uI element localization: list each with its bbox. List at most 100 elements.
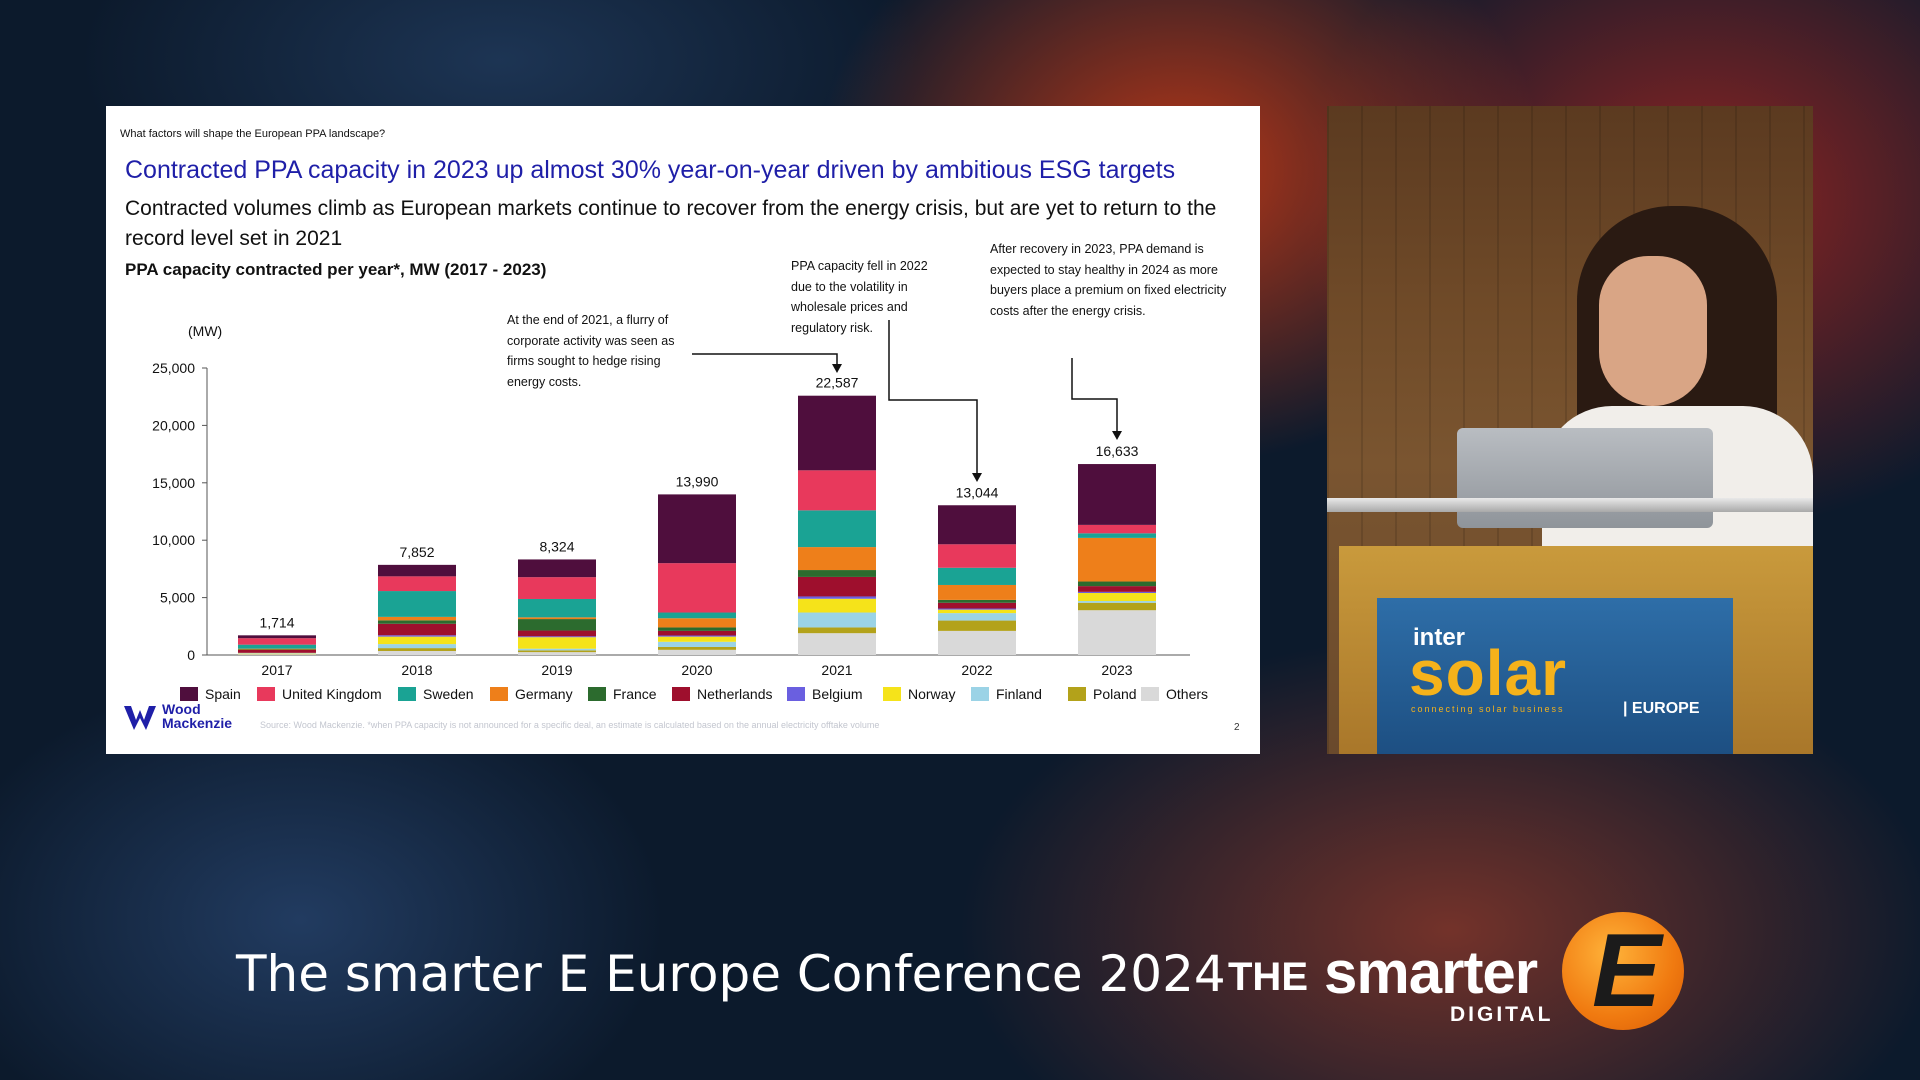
y-tick-label-15000: 15,000 [152,475,195,491]
bar-sweden-2022 [938,567,1016,585]
brand-e-letter: E [1592,913,1662,1029]
bar-poland-2022 [938,620,1016,631]
bar-france-2018 [378,620,456,624]
bar-united-kingdom-2020 [658,563,736,613]
bar-others-2022 [938,630,1016,655]
bar-netherlands-2020 [658,630,736,636]
legend-swatch-others [1141,687,1159,701]
bar-poland-2018 [378,648,456,651]
bar-others-2020 [658,649,736,655]
bar-others-2017 [238,654,316,655]
total-label-2020: 13,990 [676,473,719,489]
total-label-2019: 8,324 [539,538,574,554]
bar-netherlands-2021 [798,576,876,597]
wood-mackenzie-logo: Wood Mackenzie [124,702,264,736]
legend-swatch-france [588,687,606,701]
total-label-2023: 16,633 [1096,443,1139,459]
bar-poland-2019 [518,650,596,653]
bar-poland-2023 [1078,602,1156,611]
bar-spain-2021 [798,395,876,471]
bar-norway-2022 [938,609,1016,614]
podium-sign-region: | EUROPE [1623,700,1700,717]
slide-subhead: Contracted volumes climb as European mar… [125,197,1217,250]
legend-label-france: France [613,686,657,702]
bar-netherlands-2022 [938,602,1016,609]
y-tick-label-20000: 20,000 [152,417,195,433]
x-tick-label-2020: 2020 [681,662,712,678]
conference-title: The smarter E Europe Conference 2024 [236,945,1226,1003]
legend-swatch-belgium [787,687,805,701]
x-tick-label-2017: 2017 [261,662,292,678]
bar-belgium-2022 [938,608,1016,610]
bar-netherlands-2018 [378,623,456,636]
source-note: Source: Wood Mackenzie. *when PPA capaci… [260,720,880,730]
bar-germany-2018 [378,616,456,621]
legend-label-sweden: Sweden [423,686,474,702]
bar-france-2023 [1078,581,1156,587]
legend-swatch-finland [971,687,989,701]
logo-line-1: Wood [162,701,201,717]
bar-united-kingdom-2022 [938,544,1016,568]
bar-norway-2021 [798,598,876,613]
bar-finland-2022 [938,613,1016,621]
bar-germany-2019 [518,617,596,620]
legend-label-belgium: Belgium [812,686,863,702]
bar-netherlands-2019 [518,630,596,637]
bar-germany-2022 [938,584,1016,600]
slide-headline: Contracted PPA capacity in 2023 up almos… [125,156,1176,184]
annotation-arrowhead-2022 [972,473,982,482]
legend-label-norway: Norway [908,686,955,702]
bar-germany-2023 [1078,537,1156,582]
podium-rail [1327,498,1813,512]
total-label-2018: 7,852 [399,544,434,560]
bar-belgium-2021 [798,596,876,599]
y-tick-label-10000: 10,000 [152,532,195,548]
bar-germany-2021 [798,547,876,571]
legend-label-united-kingdom: United Kingdom [282,686,382,702]
annotation-arrow-2021 [692,353,838,368]
bar-spain-2019 [518,559,596,578]
brand-smarter: smarter [1324,939,1538,1006]
annotation-arrowhead-2021 [832,364,842,373]
legend-label-netherlands: Netherlands [697,686,773,702]
chart-title: PPA capacity contracted per year*, MW (2… [125,260,547,279]
legend-label-others: Others [1166,686,1208,702]
annotation-arrow-2023 [1071,358,1118,433]
slide-kicker: What factors will shape the European PPA… [120,128,386,140]
bar-sweden-2019 [518,598,596,618]
bar-belgium-2018 [378,635,456,637]
bar-spain-2018 [378,564,456,577]
total-label-2021: 22,587 [816,375,859,391]
bar-finland-2021 [798,612,876,628]
bar-united-kingdom-2023 [1078,524,1156,534]
podium-sign-word-inter: inter [1413,624,1466,651]
bar-others-2023 [1078,610,1156,655]
bar-norway-2020 [658,636,736,642]
y-tick-label-25000: 25,000 [152,360,195,376]
legend-swatch-sweden [398,687,416,701]
speaker-video: inter solar connecting solar business | … [1327,106,1813,754]
bar-finland-2017 [238,653,316,654]
bar-belgium-2020 [658,635,736,637]
legend-label-poland: Poland [1093,686,1137,702]
laptop [1457,428,1713,528]
legend-swatch-poland [1068,687,1086,701]
annotation-2021: At the end of 2021, a flurry of corporat… [507,313,675,389]
legend-label-germany: Germany [515,686,573,702]
bar-belgium-2019 [518,636,596,638]
y-tick-label-0: 0 [187,647,195,663]
logo-line-2: Mackenzie [162,715,233,731]
podium-sign-tagline: connecting solar business [1411,704,1565,714]
bar-germany-2017 [238,648,316,650]
total-label-2022: 13,044 [956,484,999,500]
speaker-face [1599,256,1707,406]
x-tick-label-2018: 2018 [401,662,432,678]
brand-digital: DIGITAL [1450,1003,1554,1026]
bar-united-kingdom-2017 [238,638,316,645]
bar-norway-2018 [378,636,456,645]
wood-mackenzie-logo-mark [124,706,156,730]
wood-mackenzie-logo-text: Wood Mackenzie [162,702,232,730]
bar-norway-2019 [518,637,596,649]
legend-label-spain: Spain [205,686,241,702]
legend-label-finland: Finland [996,686,1042,702]
